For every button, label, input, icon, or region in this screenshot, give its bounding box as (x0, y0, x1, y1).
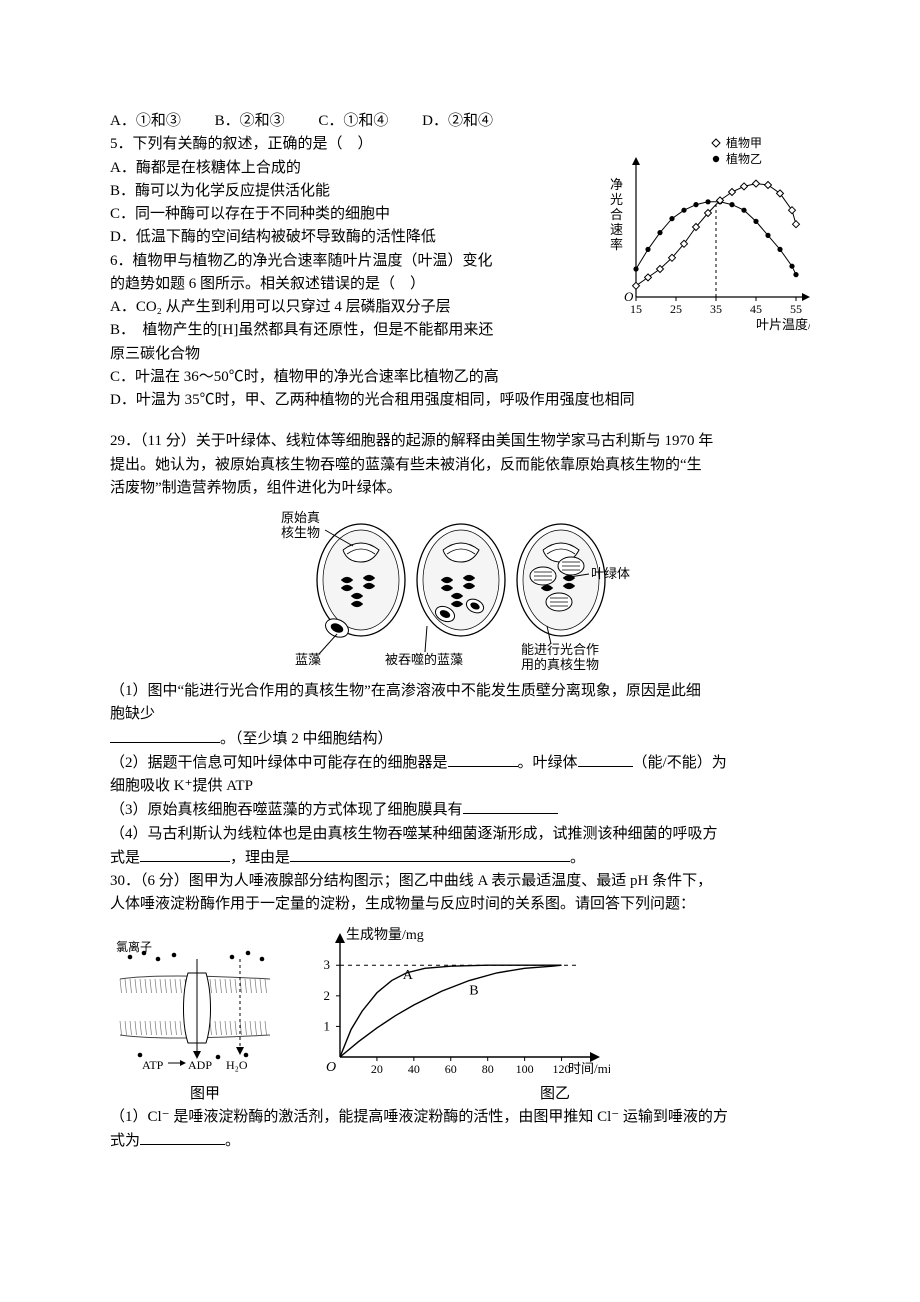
svg-text:55: 55 (790, 302, 802, 316)
q6-stem1: 6．植物甲与植物乙的净光合速率随叶片温度（叶温）变化 (110, 250, 584, 273)
q5-D: D．低温下酶的空间结构被破坏导致酶的活性降低 (110, 226, 584, 249)
q29-stem1: 29．（11 分）关于叶绿体、线粒体等细胞器的起源的解释由美国生物学家马古利斯与… (110, 430, 810, 453)
q30-captions: 图甲 图乙 (110, 1083, 810, 1106)
svg-text:净: 净 (610, 177, 623, 192)
lbl-primitive-2: 核生物 (281, 525, 320, 540)
svg-text:40: 40 (408, 1062, 420, 1076)
q5-C: C．同一种酶可以存在于不同种类的细胞中 (110, 203, 584, 226)
svg-text:45: 45 (750, 302, 762, 316)
q30-p1c: 。 (225, 1133, 240, 1149)
q29-stem2: 提出。她认为，被原始真核生物吞噬的蓝藻有些未被消化，反而能依靠原始真核生物的“生 (110, 454, 810, 477)
lbl-photo-2: 用的真核生物 (521, 657, 599, 672)
q4-options: A．①和③ B．②和③ C．①和④ D．②和④ (110, 110, 810, 133)
q29-p2b: 。叶绿体 (518, 755, 578, 771)
q30-p1-line: 式为 。 (110, 1129, 810, 1153)
q30-stem2: 人体唾液淀粉酶作用于一定量的淀粉，生成物量与反应时间的关系图。请回答下列问题： (110, 893, 810, 916)
q4-D: D．②和④ (422, 113, 493, 129)
svg-text:20: 20 (371, 1062, 383, 1076)
legend-yi: 植物乙 (726, 151, 762, 166)
blank (448, 751, 518, 767)
q29-p2a: （2）据题干信息可知叶绿体中可能存在的细胞器是 (110, 755, 448, 771)
q29-p4b: 式是 (110, 850, 140, 866)
svg-text:3: 3 (324, 957, 331, 972)
q30-p1b: 式为 (110, 1133, 140, 1149)
q29-p2-line: （2）据题干信息可知叶绿体中可能存在的细胞器是 。叶绿体 （能/不能）为 (110, 751, 810, 775)
fig30-yi: 生成物量/mgO12320406080100120时间/minAB (300, 923, 610, 1083)
q4-B: B．②和③ (215, 113, 285, 129)
blank (578, 751, 633, 767)
svg-text:100: 100 (516, 1062, 534, 1076)
q6-B2: 原三碳化合物 (110, 343, 584, 366)
q5-q6-block: 5．下列有关酶的叙述，正确的是（ ） A．酶都是在核糖体上合成的 B．酶可以为化… (110, 133, 810, 366)
blank (290, 846, 570, 862)
svg-text:80: 80 (482, 1062, 494, 1076)
svg-text:60: 60 (445, 1062, 457, 1076)
q29-p2c: （能/不能）为 (633, 755, 727, 771)
svg-text:ADP: ADP (188, 1058, 212, 1072)
q29-p4d: 。 (570, 850, 585, 866)
blank (140, 1129, 225, 1145)
lbl-primitive-1: 原始真 (281, 510, 320, 525)
q29-p3-line: （3）原始真核细胞吞噬蓝藻的方式体现了细胞膜具有 (110, 798, 810, 822)
q29-p1c-line: 。（至少填 2 中细胞结构） (110, 727, 810, 751)
q30-stem1: 30．（6 分）图甲为人唾液腺部分结构图示；图乙中曲线 A 表示最适温度、最适 … (110, 870, 810, 893)
q30-figures: 氯离子ATPADPH₂O 生成物量/mgO12320406080100120时间… (110, 923, 810, 1083)
q6-chart-wrap: 植物甲 植物乙 O1525354555 净光合速率 叶片温度/℃ (600, 133, 810, 333)
svg-text:A: A (403, 968, 414, 983)
blank (463, 798, 558, 814)
svg-text:H₂O: H₂O (226, 1058, 248, 1072)
svg-text:1: 1 (324, 1018, 331, 1033)
exam-page: A．①和③ B．②和③ C．①和④ D．②和④ 5．下列有关酶的叙述，正确的是（… (0, 0, 920, 1213)
lbl-photo-1: 能进行光合作 (521, 642, 599, 657)
q29-diagram: 原始真 核生物 蓝藻 被吞噬的蓝藻 叶绿体 能进行光合作 用的真核生物 (275, 506, 645, 676)
svg-text:O: O (326, 1060, 336, 1075)
svg-text:35: 35 (710, 302, 722, 316)
svg-text:光: 光 (610, 192, 623, 207)
svg-text:B: B (469, 983, 478, 998)
caption-jia: 图甲 (110, 1083, 300, 1106)
caption-yi: 图乙 (300, 1083, 810, 1106)
lbl-cyano: 蓝藻 (295, 652, 321, 667)
q5-B: B．酶可以为化学反应提供活化能 (110, 180, 584, 203)
q5-stem: 5．下列有关酶的叙述，正确的是（ ） (110, 133, 584, 156)
q6-C: C．叶温在 36～50℃时，植物甲的净光合速率比植物乙的高 (110, 366, 810, 389)
q4-A: A．①和③ (110, 113, 181, 129)
blank (140, 846, 230, 862)
svg-text:合: 合 (610, 207, 623, 222)
spacer (110, 412, 810, 430)
q5-q6-text: 5．下列有关酶的叙述，正确的是（ ） A．酶都是在核糖体上合成的 B．酶可以为化… (110, 133, 584, 366)
q29-p2d: 细胞吸收 K⁺提供 ATP (110, 775, 810, 798)
lbl-chloroplast: 叶绿体 (591, 566, 630, 581)
q6-chart: 植物甲 植物乙 O1525354555 净光合速率 叶片温度/℃ (600, 133, 810, 333)
q4-C: C．①和④ (318, 113, 388, 129)
q29-stem3: 活废物”制造营养物质，组件进化为叶绿体。 (110, 477, 810, 500)
svg-text:率: 率 (610, 237, 623, 252)
q6-B1: B． 植物产生的[H]虽然都具有还原性，但是不能都用来还 (110, 319, 584, 342)
svg-text:生成物量/mg: 生成物量/mg (346, 927, 424, 943)
svg-text:25: 25 (670, 302, 682, 316)
svg-text:时间/min: 时间/min (568, 1061, 610, 1076)
svg-text:氯离子: 氯离子 (116, 939, 152, 954)
q6-stem2: 的趋势如题 6 图所示。相关叙述错误的是（ ） (110, 273, 584, 296)
q5-A: A．酶都是在核糖体上合成的 (110, 157, 584, 180)
svg-text:叶片温度/℃: 叶片温度/℃ (756, 317, 810, 332)
blank (110, 727, 220, 743)
legend-jia: 植物甲 (726, 135, 762, 150)
q29-p4c: ，理由是 (230, 850, 290, 866)
q29-p4-line: 式是 ，理由是 。 (110, 846, 810, 870)
q6-A: A．CO₂ 从产生到利用可以只穿过 4 层磷脂双分子层 (110, 296, 584, 319)
lbl-engulfed: 被吞噬的蓝藻 (385, 652, 463, 667)
q29-p1b: 胞缺少 (110, 703, 810, 726)
q30-p1a: （1）Cl⁻ 是唾液淀粉酶的激活剂，能提高唾液淀粉酶的活性，由图甲推知 Cl⁻ … (110, 1106, 810, 1129)
fig30-jia: 氯离子 ATP ADP H₂O (110, 933, 280, 1083)
q29-p3: （3）原始真核细胞吞噬蓝藻的方式体现了细胞膜具有 (110, 802, 463, 818)
svg-text:15: 15 (630, 302, 642, 316)
q29-p1a: （1）图中“能进行光合作用的真核生物”在高渗溶液中不能发生质壁分离现象，原因是此… (110, 680, 810, 703)
svg-text:速: 速 (610, 222, 623, 237)
q6-D: D．叶温为 35℃时，甲、乙两种植物的光合租用强度相同，呼吸作用强度也相同 (110, 389, 810, 412)
q29-p4a: （4）马古利斯认为线粒体也是由真核生物吞噬某种细菌逐渐形成，试推测该种细菌的呼吸… (110, 823, 810, 846)
svg-text:2: 2 (324, 987, 331, 1002)
q29-p1c: 。（至少填 2 中细胞结构） (220, 731, 393, 747)
svg-text:ATP: ATP (142, 1058, 164, 1072)
